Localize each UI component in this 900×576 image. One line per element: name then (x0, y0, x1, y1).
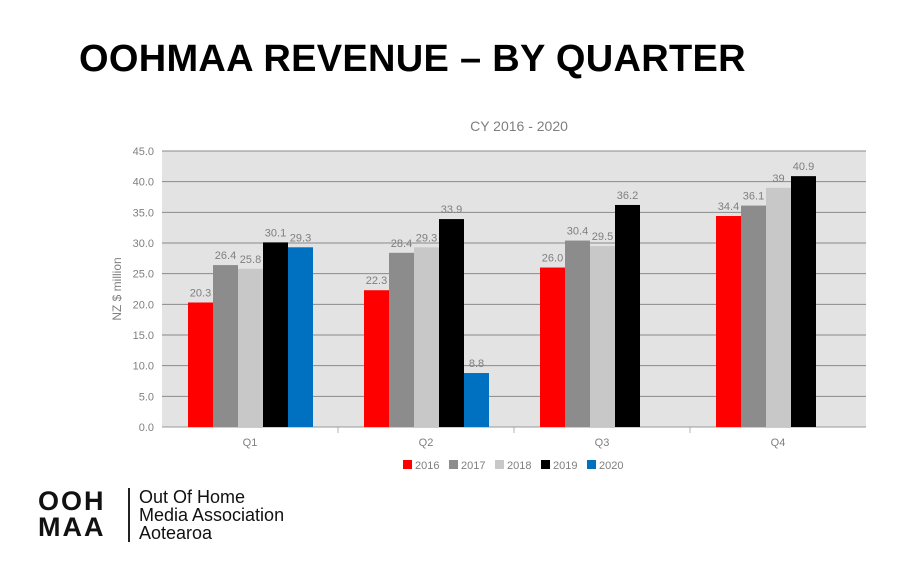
data-label: 36.2 (617, 190, 638, 202)
slide-title: OOHMAA REVENUE – BY QUARTER (79, 38, 746, 80)
data-label: 40.9 (793, 161, 814, 173)
y-tick-label: 45.0 (133, 146, 154, 158)
data-label: 33.9 (441, 204, 462, 216)
revenue-bar-chart: 0.0 5.0 10.0 15.0 20.0 25.0 30.0 35.0 40.0 45.0 20… (110, 118, 866, 472)
oohmaa-logo: OOH MAA Out Of Home Media Association Ao… (38, 486, 358, 546)
x-tick-label: Q1 (243, 437, 258, 449)
data-label: 29.3 (416, 232, 437, 244)
logo-text-line-3: Aotearoa (139, 523, 213, 543)
bar-2017-q1 (213, 265, 238, 427)
data-label: 30.1 (265, 227, 286, 239)
bar-2019-q4 (791, 176, 816, 427)
data-label: 25.8 (240, 254, 261, 266)
data-label: 30.4 (567, 226, 588, 238)
data-label: 20.3 (190, 287, 211, 299)
bar-2017-q3 (565, 240, 590, 427)
bar-2016-q1 (188, 302, 213, 427)
legend-label-2020: 2020 (599, 460, 623, 472)
y-tick-label: 5.0 (139, 391, 154, 403)
bar-2018-q4 (766, 187, 791, 427)
y-tick-label: 30.0 (133, 238, 154, 250)
bar-2017-q4 (741, 205, 766, 427)
x-tick-label: Q4 (771, 437, 786, 449)
data-label: 29.5 (592, 231, 613, 243)
bar-2016-q3 (540, 267, 565, 427)
y-tick-label: 25.0 (133, 269, 154, 281)
bar-2017-q2 (389, 252, 414, 427)
data-label: 28.4 (391, 238, 412, 250)
y-tick-label: 0.0 (139, 422, 154, 434)
data-label: 34.4 (718, 201, 739, 213)
bar-2018-q3 (590, 246, 615, 427)
data-label: 26.0 (542, 253, 563, 265)
logo-text: Out Of Home Media Association Aotearoa (139, 488, 284, 542)
bar-2020-q1 (288, 247, 313, 427)
x-tick-label: Q3 (595, 437, 610, 449)
legend-label-2018: 2018 (507, 460, 531, 472)
logo-mark-bottom: MAA (38, 512, 106, 542)
bar-2018-q1 (238, 268, 263, 427)
bar-2019-q2 (439, 219, 464, 427)
logo-text-line-2: Media Association (139, 505, 285, 525)
bar-2016-q2 (364, 290, 389, 427)
y-tick-label: 40.0 (133, 177, 154, 189)
legend-swatch-2016 (403, 460, 412, 469)
logo-text-line-1: Out Of Home (139, 487, 246, 507)
legend-swatch-2020 (587, 460, 596, 469)
legend-swatch-2019 (541, 460, 550, 469)
data-label: 29.3 (290, 232, 311, 244)
chart-title: CY 2016 - 2020 (470, 118, 568, 134)
legend-label-2017: 2017 (461, 460, 485, 472)
data-label: 39 (772, 173, 784, 185)
legend-swatch-2017 (449, 460, 458, 469)
data-label: 22.3 (366, 275, 387, 287)
data-label: 8.8 (469, 358, 484, 370)
logo-mark: OOH MAA (38, 486, 120, 542)
logo-divider (128, 488, 130, 542)
legend-label-2019: 2019 (553, 460, 577, 472)
data-label: 36.1 (743, 191, 764, 203)
bar-2019-q3 (615, 204, 640, 427)
legend-label-2016: 2016 (415, 460, 439, 472)
logo-mark-top: OOH (38, 486, 106, 516)
y-tick-label: 15.0 (133, 330, 154, 342)
y-tick-label: 20.0 (133, 299, 154, 311)
bar-2016-q4 (716, 216, 741, 427)
legend-swatch-2018 (495, 460, 504, 469)
y-tick-label: 35.0 (133, 207, 154, 219)
bar-2020-q2 (464, 373, 489, 427)
data-label: 26.4 (215, 250, 236, 262)
x-tick-label: Q2 (419, 437, 434, 449)
bar-2019-q1 (263, 242, 288, 427)
y-tick-label: 10.0 (133, 361, 154, 373)
y-axis-label: NZ $ million (110, 257, 124, 320)
bar-2018-q2 (414, 247, 439, 427)
